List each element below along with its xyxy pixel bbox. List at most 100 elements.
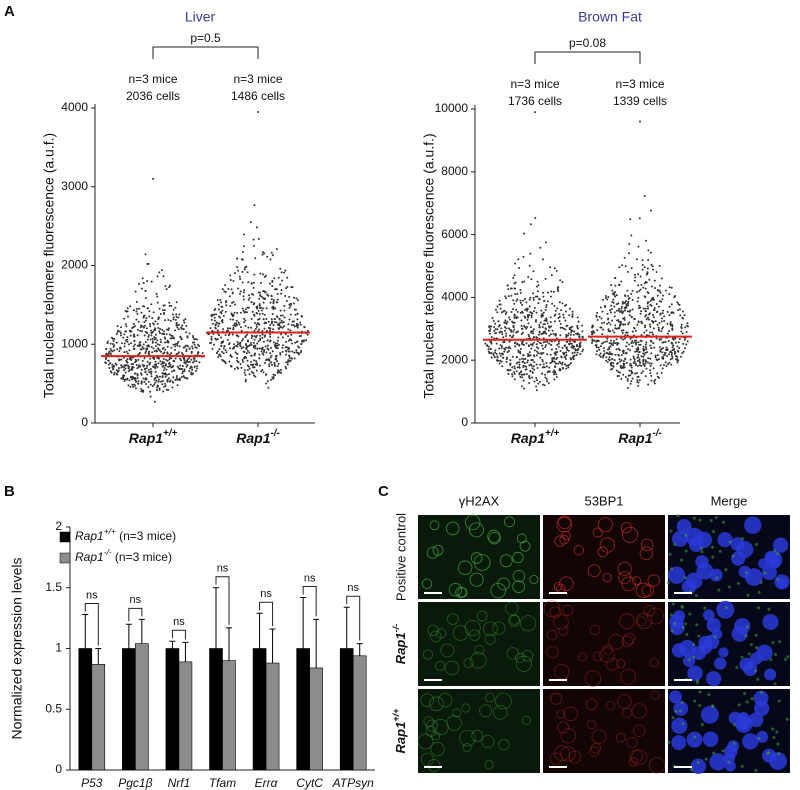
dot [143, 321, 146, 324]
dot [164, 363, 167, 366]
dot [532, 310, 535, 313]
dot [625, 300, 628, 303]
dot [611, 367, 614, 370]
dot [646, 361, 649, 364]
dot [280, 372, 283, 375]
dot [161, 365, 164, 368]
dot [266, 347, 269, 350]
dot [178, 378, 181, 381]
dot [171, 337, 174, 340]
dot [270, 298, 273, 301]
dot [608, 342, 611, 345]
dot [217, 322, 220, 325]
dot [219, 316, 222, 319]
dot [608, 359, 611, 362]
dot [149, 361, 152, 364]
speckle [474, 644, 485, 655]
dot [561, 363, 564, 366]
dot [114, 362, 117, 365]
dot [635, 342, 638, 345]
dot [113, 373, 116, 376]
dot [161, 347, 164, 350]
dot [681, 310, 684, 313]
speckle [775, 730, 779, 734]
row-header: Rap1-/- [391, 624, 408, 664]
dot [623, 366, 626, 369]
dot [300, 343, 303, 346]
dot [561, 346, 564, 349]
dot [542, 351, 545, 354]
dot [499, 344, 502, 347]
dot [549, 266, 552, 269]
dot [628, 369, 631, 372]
dot [513, 302, 516, 305]
dot [136, 377, 139, 380]
speckle [755, 542, 759, 546]
dot [225, 300, 228, 303]
dot [669, 324, 672, 327]
dot [544, 308, 547, 311]
dot [595, 340, 598, 343]
micrograph-texture [666, 514, 790, 597]
dot [505, 360, 508, 363]
dot [535, 385, 538, 388]
dot [540, 333, 543, 336]
error-bar [300, 596, 307, 649]
dot [175, 301, 178, 304]
dot [628, 343, 631, 346]
dot [682, 350, 685, 353]
dot [264, 373, 267, 376]
speckle [703, 606, 707, 610]
dot-cloud [102, 253, 204, 403]
dot [156, 275, 159, 278]
dot [243, 369, 246, 372]
dot [568, 343, 571, 346]
dot [490, 325, 493, 328]
dot [176, 342, 179, 345]
dot [161, 383, 164, 386]
nucleus [671, 530, 689, 547]
dot [641, 263, 644, 266]
dot [149, 338, 152, 341]
speckle [688, 612, 692, 616]
dot [236, 334, 239, 337]
dot [530, 316, 533, 319]
speckle [554, 663, 570, 680]
dot [609, 363, 612, 366]
dot [165, 333, 168, 336]
dot [659, 291, 662, 294]
dot [137, 382, 140, 385]
dot [191, 347, 194, 350]
dot [535, 377, 538, 380]
dot [116, 371, 119, 374]
speckle [573, 545, 585, 556]
dot [535, 285, 538, 288]
dot [619, 322, 622, 325]
dot [604, 295, 607, 298]
dot [271, 350, 274, 353]
dot [647, 301, 649, 304]
dot [156, 347, 159, 350]
dot [638, 343, 641, 346]
dot [553, 356, 556, 359]
dot [519, 291, 522, 294]
speckle [671, 602, 675, 606]
dot [649, 344, 652, 347]
dot [507, 288, 510, 291]
ns-bracket [302, 585, 317, 617]
dot [636, 379, 639, 382]
dot [558, 313, 561, 316]
dot [498, 352, 501, 355]
dot [284, 294, 287, 297]
dot [142, 390, 145, 393]
dot [643, 326, 646, 329]
dot [495, 342, 498, 345]
dot [255, 311, 258, 314]
dot [295, 349, 298, 352]
dot [658, 321, 661, 324]
dot [641, 268, 644, 271]
dot [285, 367, 288, 370]
dot [236, 359, 239, 362]
dot [564, 328, 567, 331]
dot [578, 336, 581, 339]
